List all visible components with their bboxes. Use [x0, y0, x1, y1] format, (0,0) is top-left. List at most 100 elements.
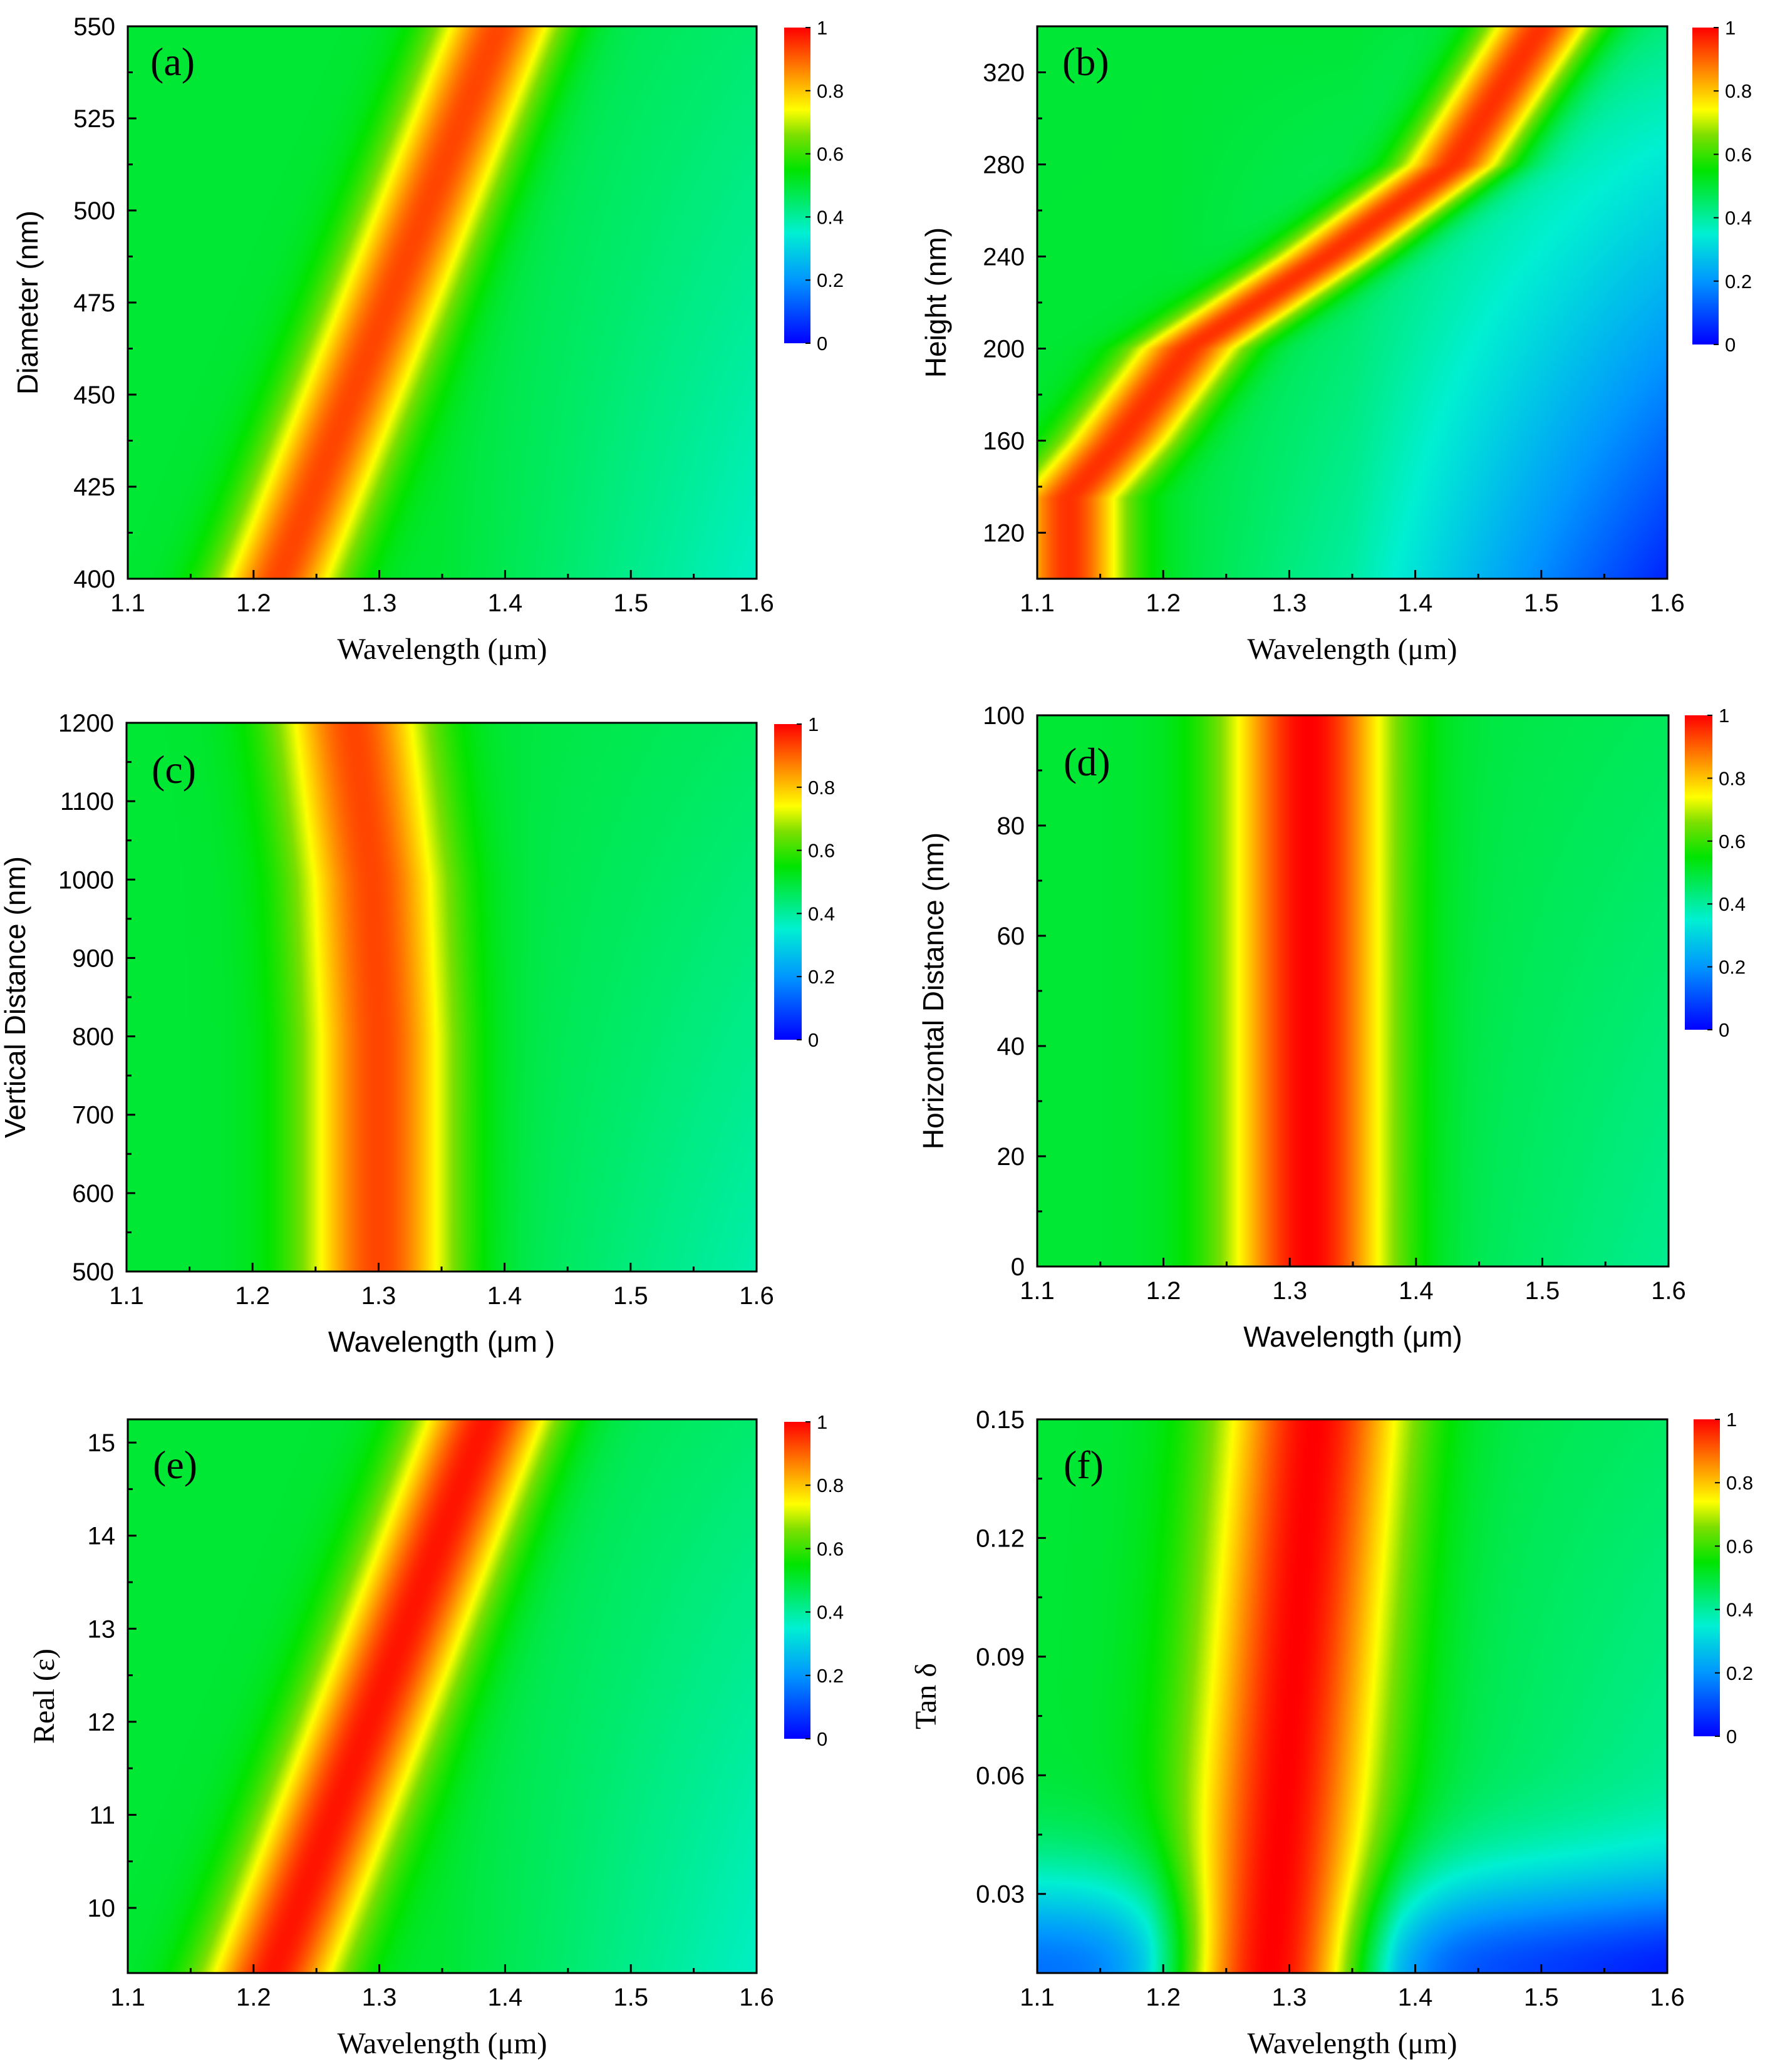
colorbar-d — [1685, 715, 1712, 1030]
colorbar-tick-label-b: 0.2 — [1725, 271, 1752, 293]
x-tick-label-f: 1.1 — [1020, 1984, 1055, 2011]
panel-label-b: (b) — [1062, 39, 1109, 84]
heatmap-a — [128, 26, 757, 579]
heatmap-d — [1037, 715, 1669, 1267]
x-tick-label-e: 1.1 — [110, 1984, 145, 2011]
y-tick-label-b: 120 — [983, 520, 1025, 547]
x-tick-label-e: 1.2 — [236, 1984, 271, 2011]
x-tick-label-b: 1.5 — [1524, 589, 1559, 617]
colorbar-tick-label-c: 0.8 — [808, 777, 835, 799]
x-tick-label-f: 1.6 — [1650, 1984, 1685, 2011]
colorbar-tick-label-b: 0 — [1725, 334, 1736, 356]
panel-label-e: (e) — [153, 1443, 197, 1487]
y-tick-label-a: 525 — [73, 105, 115, 133]
x-tick-label-a: 1.3 — [362, 589, 397, 617]
y-tick-label-e: 10 — [88, 1895, 116, 1922]
y-tick-label-b: 200 — [983, 336, 1025, 363]
y-tick-label-c: 900 — [72, 945, 114, 972]
x-tick-label-f: 1.2 — [1146, 1984, 1181, 2011]
colorbar-tick-label-d: 0.4 — [1719, 893, 1746, 915]
x-axis-label-d: Wavelength (μm) — [1243, 1320, 1462, 1353]
x-tick-label-b: 1.2 — [1146, 589, 1181, 617]
x-axis-label-e: Wavelength (μm) — [337, 2027, 547, 2060]
colorbar-tick-label-b: 0.6 — [1725, 143, 1752, 165]
heatmap-f — [1037, 1419, 1667, 1973]
x-tick-label-e: 1.4 — [488, 1984, 523, 2011]
y-tick-label-f: 0.06 — [976, 1762, 1025, 1790]
x-tick-label-e: 1.3 — [362, 1984, 397, 2011]
y-tick-label-a: 550 — [73, 13, 115, 41]
x-tick-label-d: 1.2 — [1146, 1277, 1181, 1305]
colorbar-e — [784, 1422, 810, 1739]
colorbar-tick-label-e: 0 — [817, 1728, 827, 1750]
y-tick-label-f: 0.12 — [976, 1525, 1025, 1552]
y-tick-label-d: 100 — [983, 702, 1025, 730]
x-tick-label-d: 1.1 — [1020, 1277, 1055, 1305]
y-tick-label-a: 425 — [73, 474, 115, 501]
x-tick-label-e: 1.5 — [613, 1984, 648, 2011]
x-tick-label-a: 1.4 — [488, 589, 523, 617]
colorbar-tick-label-e: 0.4 — [817, 1602, 844, 1624]
colorbar-tick-label-c: 0.6 — [808, 840, 835, 862]
x-tick-label-b: 1.1 — [1020, 589, 1055, 617]
y-tick-label-f: 0.03 — [976, 1881, 1025, 1909]
colorbar-tick-label-e: 1 — [817, 1411, 827, 1433]
y-tick-label-e: 13 — [88, 1615, 116, 1643]
x-tick-label-a: 1.1 — [110, 589, 145, 617]
y-tick-label-f: 0.15 — [976, 1406, 1025, 1434]
colorbar-tick-label-d: 0.6 — [1719, 831, 1746, 852]
colorbar-tick-label-a: 0 — [817, 333, 827, 355]
colorbar-tick-label-a: 0.8 — [817, 80, 844, 102]
y-tick-label-c: 500 — [72, 1258, 114, 1286]
y-tick-label-c: 1200 — [58, 710, 114, 737]
y-axis-label-d: Horizontal Distance (nm) — [917, 832, 950, 1149]
x-tick-label-c: 1.1 — [109, 1282, 144, 1310]
x-tick-label-c: 1.4 — [487, 1282, 522, 1310]
heatmap-b — [1037, 26, 1667, 579]
colorbar-b — [1692, 28, 1719, 344]
y-tick-label-e: 11 — [89, 1801, 115, 1829]
x-tick-label-c: 1.3 — [361, 1282, 396, 1310]
y-axis-label-e: Real (ε) — [28, 1649, 61, 1744]
y-tick-label-a: 400 — [73, 566, 115, 593]
heatmap-c — [127, 723, 757, 1272]
colorbar-a — [784, 28, 810, 343]
panel-label-f: (f) — [1064, 1443, 1104, 1487]
colorbar-tick-label-a: 0.4 — [817, 206, 844, 228]
colorbar-tick-label-b: 1 — [1725, 17, 1736, 39]
x-tick-label-c: 1.5 — [613, 1282, 648, 1310]
y-tick-label-c: 700 — [72, 1102, 114, 1129]
colorbar-tick-label-f: 0.8 — [1726, 1472, 1753, 1494]
y-tick-label-a: 450 — [73, 381, 115, 409]
y-tick-label-a: 500 — [73, 197, 115, 225]
y-tick-label-f: 0.09 — [976, 1644, 1025, 1671]
x-tick-label-d: 1.6 — [1651, 1277, 1686, 1305]
x-axis-label-b: Wavelength (μm) — [1247, 633, 1457, 666]
x-axis-label-a: Wavelength (μm) — [337, 633, 547, 666]
y-tick-label-d: 80 — [997, 812, 1025, 840]
panel-label-d: (d) — [1064, 740, 1110, 784]
colorbar-tick-label-e: 0.6 — [817, 1538, 844, 1560]
colorbar-tick-label-c: 0 — [808, 1029, 819, 1051]
x-tick-label-c: 1.6 — [739, 1282, 774, 1310]
colorbar-tick-label-f: 0.4 — [1726, 1599, 1753, 1621]
panel-f: 1.1 1.2 1.3 1.4 1.5 1.6 0.03 0.06 0.09 0.12 0.15 (f… — [909, 1406, 1753, 2060]
heatmap-e — [128, 1419, 757, 1973]
x-tick-label-e: 1.6 — [739, 1984, 774, 2011]
panel-label-c: (c) — [152, 747, 196, 792]
y-tick-label-e: 12 — [88, 1709, 116, 1736]
y-axis-label-c: Vertical Distance (nm) — [0, 856, 31, 1138]
x-tick-label-b: 1.6 — [1650, 589, 1685, 617]
y-tick-label-c: 800 — [72, 1023, 114, 1051]
x-tick-label-a: 1.6 — [739, 589, 774, 617]
x-axis-label-c: Wavelength (μm ) — [328, 1325, 555, 1358]
y-tick-label-c: 1000 — [58, 866, 114, 894]
colorbar-tick-label-f: 0.2 — [1726, 1662, 1753, 1684]
panel-a: 1.1 1.2 1.3 1.4 1.5 1.6 400 425 450 475 500 525 550 (… — [11, 13, 844, 666]
y-tick-label-d: 40 — [997, 1033, 1025, 1060]
y-tick-label-b: 160 — [983, 428, 1025, 455]
panel-label-a: (a) — [150, 39, 195, 84]
x-tick-label-d: 1.3 — [1272, 1277, 1307, 1305]
